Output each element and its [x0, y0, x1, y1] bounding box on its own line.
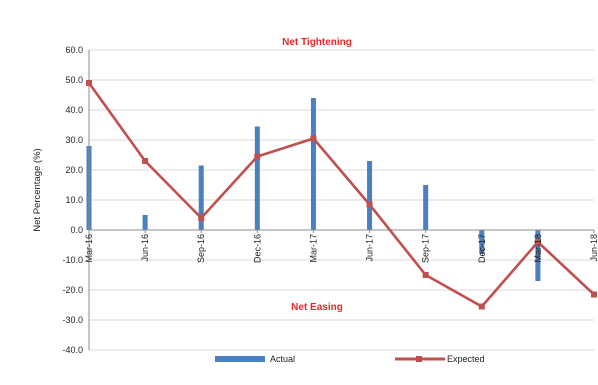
- legend: Actual Expected: [215, 354, 485, 364]
- point-expected: [254, 153, 261, 160]
- bar-actual: [423, 185, 429, 230]
- point-expected: [591, 291, 597, 298]
- x-tick-label: Jun-17: [365, 234, 375, 262]
- legend-label-actual: Actual: [270, 354, 295, 364]
- x-tick-label: Jun-18: [589, 234, 598, 262]
- axes: [88, 50, 595, 350]
- y-tick-label: 0.0: [70, 225, 83, 235]
- bar-actual: [198, 165, 204, 230]
- bar-actual: [142, 215, 148, 230]
- y-tick-label: -10.0: [62, 255, 83, 265]
- point-expected: [478, 303, 485, 310]
- y-tick-label: -20.0: [62, 285, 83, 295]
- x-tick-label: Dec-17: [477, 234, 487, 263]
- point-expected: [86, 80, 92, 86]
- bar-actual: [535, 230, 541, 281]
- y-tick-label: 60.0: [65, 45, 83, 55]
- point-expected: [198, 215, 205, 221]
- y-tick-label: 30.0: [65, 135, 83, 145]
- legend-swatch-actual: [215, 356, 265, 362]
- x-tick-label: Mar-18: [533, 234, 543, 263]
- labels: 60.0 50.0 40.0 30.0 20.0 10.0 0.0 -10.0 -20.0 -30…: [62, 45, 598, 355]
- point-expected: [366, 201, 373, 208]
- x-tick-label: Dec-16: [252, 234, 262, 263]
- x-tick-label: Sep-17: [421, 234, 431, 263]
- legend-marker-expected: [416, 356, 422, 362]
- y-tick-label: 20.0: [65, 165, 83, 175]
- annotation-net-tightening: Net Tightening: [282, 37, 352, 48]
- bar-actual: [479, 230, 485, 254]
- y-tick-label: 10.0: [65, 195, 83, 205]
- y-tick-label: -40.0: [62, 345, 83, 355]
- bar-actual: [367, 161, 373, 230]
- y-tick-label: -30.0: [62, 315, 83, 325]
- bar-actual: [310, 98, 316, 230]
- legend-label-expected: Expected: [447, 354, 485, 364]
- y-axis-title: Net Percentage (%): [32, 148, 43, 231]
- bar-actual: [254, 126, 260, 230]
- point-expected: [142, 158, 149, 164]
- x-tick-label: Sep-16: [196, 234, 206, 263]
- point-expected: [310, 135, 317, 142]
- y-tick-label: 40.0: [65, 105, 83, 115]
- line-expected: [87, 82, 595, 308]
- point-expected: [534, 239, 541, 245]
- x-tick-label: Mar-17: [308, 234, 318, 263]
- annotation-net-easing: Net Easing: [291, 302, 343, 313]
- x-tick-label: Mar-16: [84, 234, 94, 263]
- x-tick-label: Jun-16: [140, 234, 150, 262]
- point-expected: [422, 272, 429, 278]
- y-tick-label: 50.0: [65, 75, 83, 85]
- line-series-expected: [86, 80, 597, 310]
